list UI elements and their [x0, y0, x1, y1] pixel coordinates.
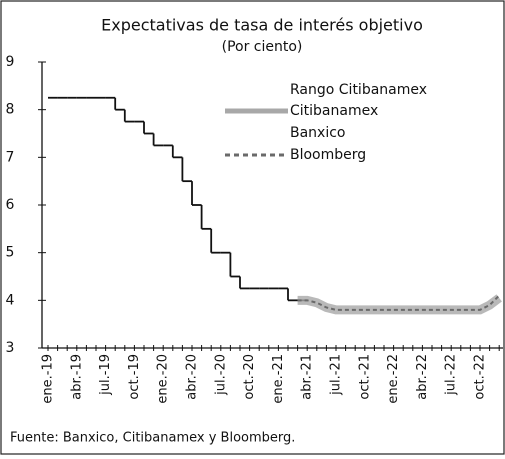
legend-label: Rango Citibanamex — [290, 82, 427, 98]
x-tick-label: oct.-21 — [357, 354, 372, 400]
legend-label: Citibanamex — [290, 103, 378, 119]
x-tick-label: abr.-19 — [69, 354, 84, 400]
x-tick-label: abr.-22 — [415, 354, 430, 400]
y-tick-label: 5 — [6, 245, 15, 261]
y-tick-label: 9 — [6, 54, 15, 70]
legend-label: Banxico — [290, 125, 346, 141]
x-tick-label: abr.-21 — [300, 354, 315, 400]
chart-subtitle: (Por ciento) — [222, 39, 303, 55]
x-tick-label: jul.-22 — [444, 354, 459, 396]
x-tick-label: abr.-20 — [185, 354, 200, 400]
x-tick-label: oct.-22 — [473, 354, 488, 400]
chart-title: Expectativas de tasa de interés objetivo — [101, 16, 423, 35]
source-note: Fuente: Banxico, Citibanamex y Bloomberg… — [10, 431, 295, 446]
x-tick-label: jul.-19 — [98, 354, 113, 396]
y-tick-label: 3 — [6, 340, 15, 356]
y-tick-label: 4 — [6, 292, 15, 308]
legend-label: Bloomberg — [290, 147, 366, 163]
x-tick-label: ene.-22 — [386, 354, 401, 404]
series-line — [297, 294, 500, 311]
y-tick-label: 6 — [6, 197, 15, 213]
x-tick-label: ene.-19 — [41, 354, 56, 404]
y-tick-label: 8 — [6, 102, 15, 118]
x-tick-label: ene.-21 — [271, 354, 286, 404]
x-tick-label: oct.-19 — [127, 354, 142, 400]
x-tick-label: oct.-20 — [242, 354, 257, 400]
x-tick-label: ene.-20 — [156, 354, 171, 404]
x-tick-label: jul.-20 — [213, 354, 228, 396]
x-tick-label: jul.-21 — [329, 354, 344, 396]
y-tick-label: 7 — [6, 149, 15, 165]
